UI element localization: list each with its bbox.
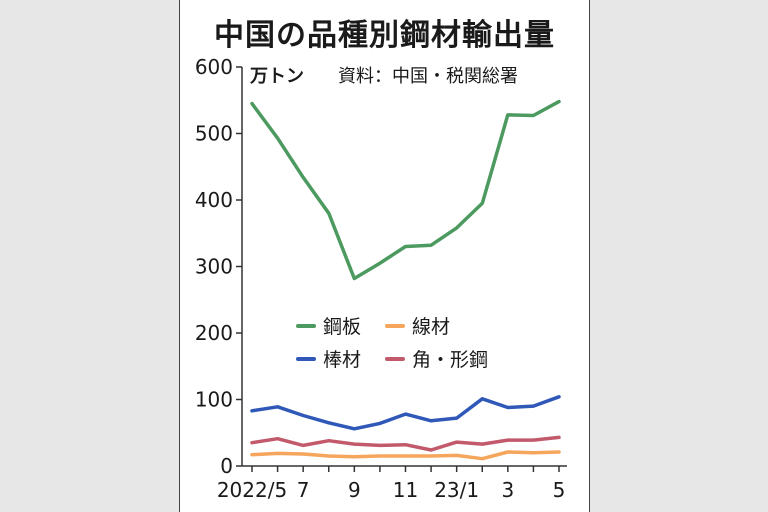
line-chart: 0 100 200 300 400 500 600 2022/5 7 9 11 23/1 3 5 鋼板 線材棒…	[195, 55, 567, 502]
source-label: 資料：中国・税関総署	[338, 66, 518, 87]
chart-title: 中国の品種別鋼材輸出量	[214, 18, 555, 53]
data-point	[378, 444, 382, 447]
data-point	[557, 395, 561, 399]
data-point	[250, 409, 254, 413]
data-point	[532, 438, 535, 442]
y-tick-label: 500	[195, 122, 233, 146]
x-tick-label: 11	[393, 478, 418, 502]
data-point	[481, 397, 484, 401]
series-line	[250, 99, 561, 281]
data-point	[301, 444, 305, 447]
data-point	[378, 454, 382, 458]
data-point	[506, 450, 510, 454]
data-point	[429, 454, 433, 458]
data-point	[276, 437, 279, 440]
legend-label: 線材	[412, 316, 450, 338]
legend-label: 鋼板	[323, 316, 361, 338]
data-point	[353, 442, 356, 446]
x-tick-label: 9	[348, 478, 361, 502]
y-tick-label: 200	[195, 321, 233, 345]
data-point	[404, 245, 407, 248]
data-point	[557, 436, 561, 439]
y-tick-label: 600	[195, 55, 233, 79]
data-point	[250, 441, 254, 444]
data-point	[250, 453, 254, 456]
x-tick-label: 7	[297, 478, 310, 502]
data-point	[327, 439, 330, 442]
data-point	[481, 202, 484, 205]
data-point	[455, 416, 458, 420]
data-point	[532, 451, 535, 454]
data-point	[327, 212, 330, 215]
data-point	[532, 114, 535, 117]
unit-label: 万トン	[250, 66, 304, 87]
data-point	[250, 102, 254, 105]
data-point	[404, 454, 407, 458]
chart-card: 中国の品種別鋼材輸出量 万トン 資料：中国・税関総署 0 100 200 300 400…	[179, 0, 590, 512]
data-point	[404, 412, 407, 416]
legend-label: 棒材	[323, 349, 361, 371]
data-point	[301, 452, 305, 456]
x-tick-label: 2022/5	[217, 478, 287, 502]
data-point	[353, 455, 356, 458]
data-point	[557, 100, 561, 103]
series-line	[250, 395, 561, 431]
x-tick-label: 23/1	[434, 478, 479, 502]
data-point	[429, 419, 433, 422]
data-point	[481, 442, 484, 446]
data-point	[429, 448, 433, 452]
data-point	[327, 421, 330, 424]
y-tick-label: 0	[220, 454, 233, 478]
data-point	[353, 277, 356, 280]
data-point	[301, 414, 305, 417]
data-point	[557, 450, 561, 454]
data-point	[276, 452, 279, 455]
data-point	[276, 136, 279, 140]
legend-label: 角・形鋼	[412, 349, 488, 371]
data-point	[455, 440, 458, 444]
data-point	[455, 454, 458, 457]
x-tick-label: 3	[501, 478, 514, 502]
data-point	[276, 405, 279, 409]
data-point	[506, 113, 510, 117]
data-point	[301, 176, 305, 179]
data-point	[506, 438, 510, 442]
data-point	[378, 261, 382, 265]
x-tick-label: 5	[553, 478, 566, 502]
data-point	[404, 443, 407, 446]
y-tick-label: 300	[195, 255, 233, 279]
data-point	[327, 454, 330, 458]
data-point	[429, 244, 433, 247]
data-point	[506, 406, 510, 409]
y-tick-label: 100	[195, 388, 233, 412]
data-point	[532, 404, 535, 408]
y-tick-label: 400	[195, 188, 233, 212]
data-point	[353, 427, 356, 430]
data-point	[481, 457, 484, 460]
data-point	[378, 422, 382, 425]
data-point	[455, 226, 458, 230]
